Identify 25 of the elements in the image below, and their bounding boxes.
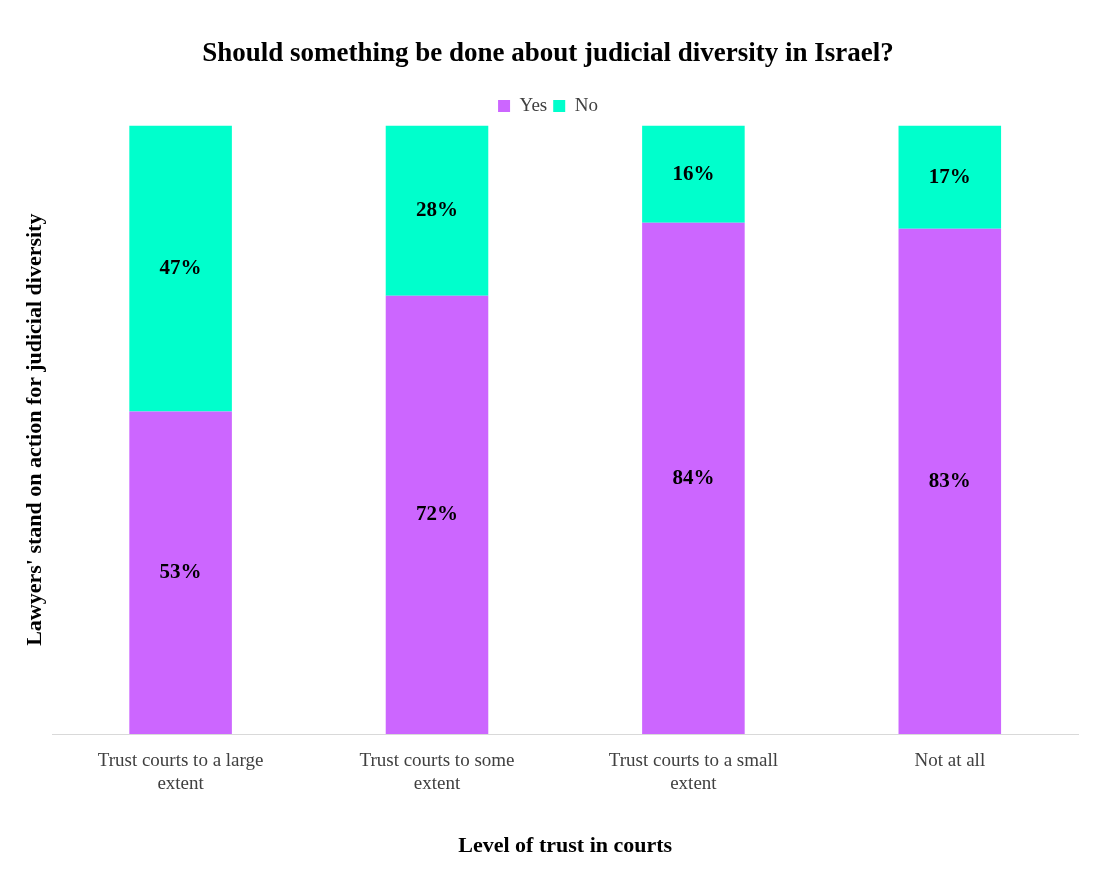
bar: [642, 222, 745, 734]
data-label: 84%: [672, 464, 715, 489]
data-label: 53%: [159, 559, 202, 584]
x-tick-label: Trust courts to a large extent: [97, 749, 264, 794]
data-label: 17%: [928, 163, 971, 188]
legend-label: No: [574, 93, 598, 115]
legend-label: Yes: [519, 93, 548, 115]
bar: [385, 295, 489, 734]
x-axis-title: Level of trust in courts: [458, 832, 673, 858]
bar: [898, 228, 1002, 734]
bar: [898, 125, 1002, 229]
bar: [385, 125, 489, 296]
data-label: 28%: [416, 197, 458, 222]
x-tick-label: Not at all: [914, 749, 986, 771]
data-label: 83%: [928, 467, 971, 492]
bar: [642, 125, 745, 223]
chart-title: Should something be done about judicial diversity in Israel?: [202, 37, 894, 68]
x-tick-label: Trust courts to some extent: [359, 749, 515, 794]
data-label: 47%: [159, 254, 202, 279]
data-label: 16%: [672, 160, 715, 185]
x-tick-label: Trust courts to a small extent: [608, 749, 779, 794]
bar: [129, 125, 232, 412]
bar: [129, 411, 232, 734]
y-axis-title: Lawyers' stand on action for judicial diversity: [20, 213, 46, 646]
data-label: 72%: [416, 501, 458, 526]
